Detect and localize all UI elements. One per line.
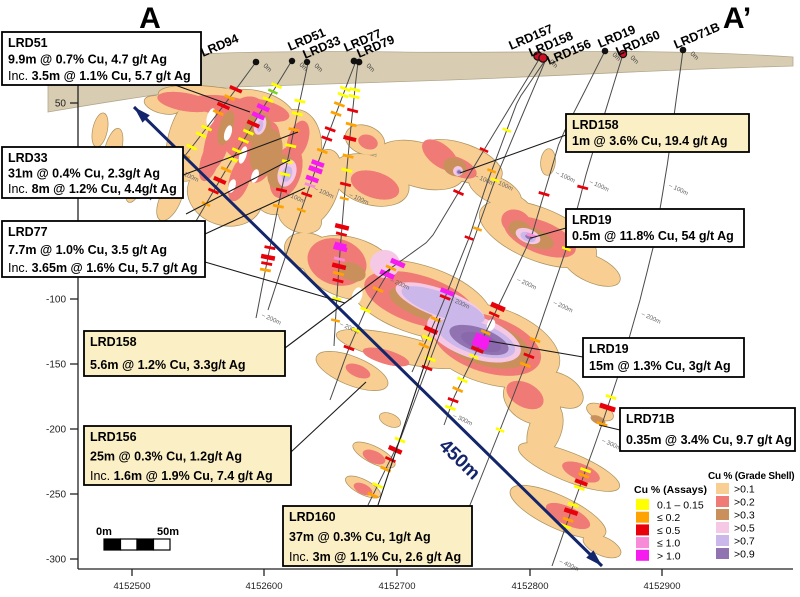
svg-text:> 1.0: > 1.0: [657, 550, 681, 562]
svg-text:>0.1: >0.1: [734, 484, 755, 496]
svg-text:Cu % (Assays): Cu % (Assays): [634, 484, 707, 496]
svg-text:A: A: [139, 2, 161, 35]
svg-text:LRD19: LRD19: [589, 342, 629, 356]
svg-text:≤ 1.0: ≤ 1.0: [657, 538, 680, 550]
svg-text:Inc. 3.5m @ 1.1% Cu, 5.7 g/t A: Inc. 3.5m @ 1.1% Cu, 5.7 g/t Ag: [8, 69, 191, 83]
svg-text:LRD158: LRD158: [90, 335, 137, 349]
svg-text:Inc. 8m @ 1.2% Cu, 4.4g/t Ag: Inc. 8m @ 1.2% Cu, 4.4g/t Ag: [8, 182, 177, 196]
svg-text:0.5m @ 11.8% Cu, 54 g/t Ag: 0.5m @ 11.8% Cu, 54 g/t Ag: [572, 229, 734, 243]
svg-text:-250: -250: [46, 490, 66, 501]
svg-text:37m @ 0.3% Cu, 1g/t Ag: 37m @ 0.3% Cu, 1g/t Ag: [289, 530, 431, 544]
svg-text:-100: -100: [46, 295, 66, 306]
svg-text:>0.9: >0.9: [734, 549, 755, 561]
svg-text:>0.3: >0.3: [734, 510, 755, 522]
svg-text:4152600: 4152600: [246, 581, 283, 592]
svg-text:0m: 0m: [96, 526, 112, 538]
svg-text:4152900: 4152900: [644, 581, 681, 592]
svg-text:25m @ 0.3% Cu, 1.2g/t Ag: 25m @ 0.3% Cu, 1.2g/t Ag: [90, 450, 242, 464]
svg-text:50m: 50m: [157, 526, 179, 538]
svg-text:50: 50: [55, 99, 67, 110]
svg-text:>0.2: >0.2: [734, 497, 755, 509]
svg-text:≤ 0.5: ≤ 0.5: [657, 525, 680, 537]
svg-text:0m: 0m: [548, 58, 559, 69]
svg-text:LRD51: LRD51: [8, 36, 48, 50]
svg-text:>0.5: >0.5: [734, 523, 755, 535]
svg-text:0m: 0m: [313, 62, 324, 73]
svg-text:1m @ 3.6% Cu, 19.4 g/t Ag: 1m @ 3.6% Cu, 19.4 g/t Ag: [572, 134, 728, 148]
svg-text:4152800: 4152800: [512, 581, 549, 592]
svg-text:0m: 0m: [689, 50, 700, 61]
svg-text:4152500: 4152500: [114, 581, 151, 592]
svg-text:0.1 – 0.15: 0.1 – 0.15: [657, 500, 704, 512]
svg-text:LRD77: LRD77: [8, 225, 48, 239]
svg-text:LRD33: LRD33: [8, 151, 48, 165]
svg-text:0m: 0m: [365, 62, 376, 73]
svg-text:≤ 0.2: ≤ 0.2: [657, 512, 680, 524]
svg-text:0m: 0m: [629, 54, 640, 65]
svg-text:LRD156: LRD156: [90, 430, 137, 444]
svg-text:LRD158: LRD158: [572, 118, 619, 132]
svg-text:0m: 0m: [262, 62, 273, 73]
svg-text:-150: -150: [46, 360, 66, 371]
svg-text:9.9m @ 0.7% Cu, 4.7 g/t Ag: 9.9m @ 0.7% Cu, 4.7 g/t Ag: [8, 53, 167, 67]
svg-text:7.7m @ 1.0% Cu, 3.5 g/t Ag: 7.7m @ 1.0% Cu, 3.5 g/t Ag: [8, 243, 167, 257]
svg-text:A’: A’: [723, 2, 751, 35]
svg-text:15m @ 1.3% Cu, 3g/t Ag: 15m @ 1.3% Cu, 3g/t Ag: [589, 359, 731, 373]
svg-text:31m @ 0.4% Cu, 2.3g/t Ag: 31m @ 0.4% Cu, 2.3g/t Ag: [8, 167, 160, 181]
svg-text:LRD71B: LRD71B: [626, 412, 675, 426]
svg-text:Cu % (Grade Shell): Cu % (Grade Shell): [708, 471, 794, 482]
svg-text:0m: 0m: [611, 51, 622, 62]
svg-text:0m: 0m: [298, 61, 309, 72]
svg-text:>0.7: >0.7: [734, 536, 755, 548]
svg-text:4152700: 4152700: [379, 581, 416, 592]
svg-text:-300: -300: [46, 555, 66, 566]
svg-text:-200: -200: [46, 425, 66, 436]
svg-text:LRD19: LRD19: [572, 213, 612, 227]
svg-text:Inc. 3.65m @ 1.6% Cu, 5.7 g/t: Inc. 3.65m @ 1.6% Cu, 5.7 g/t Ag: [8, 261, 198, 275]
svg-text:0.35m @ 3.4% Cu, 9.7 g/t Ag: 0.35m @ 3.4% Cu, 9.7 g/t Ag: [626, 433, 792, 447]
svg-text:Inc. 3m @ 1.1% Cu, 2.6 g/t Ag: Inc. 3m @ 1.1% Cu, 2.6 g/t Ag: [289, 550, 461, 564]
svg-text:5.6m @ 1.2% Cu, 3.3g/t Ag: 5.6m @ 1.2% Cu, 3.3g/t Ag: [90, 358, 246, 372]
svg-text:LRD160: LRD160: [289, 510, 336, 524]
svg-text:Inc. 1.6m @ 1.9% Cu, 7.4 g/t A: Inc. 1.6m @ 1.9% Cu, 7.4 g/t Ag: [90, 469, 273, 483]
